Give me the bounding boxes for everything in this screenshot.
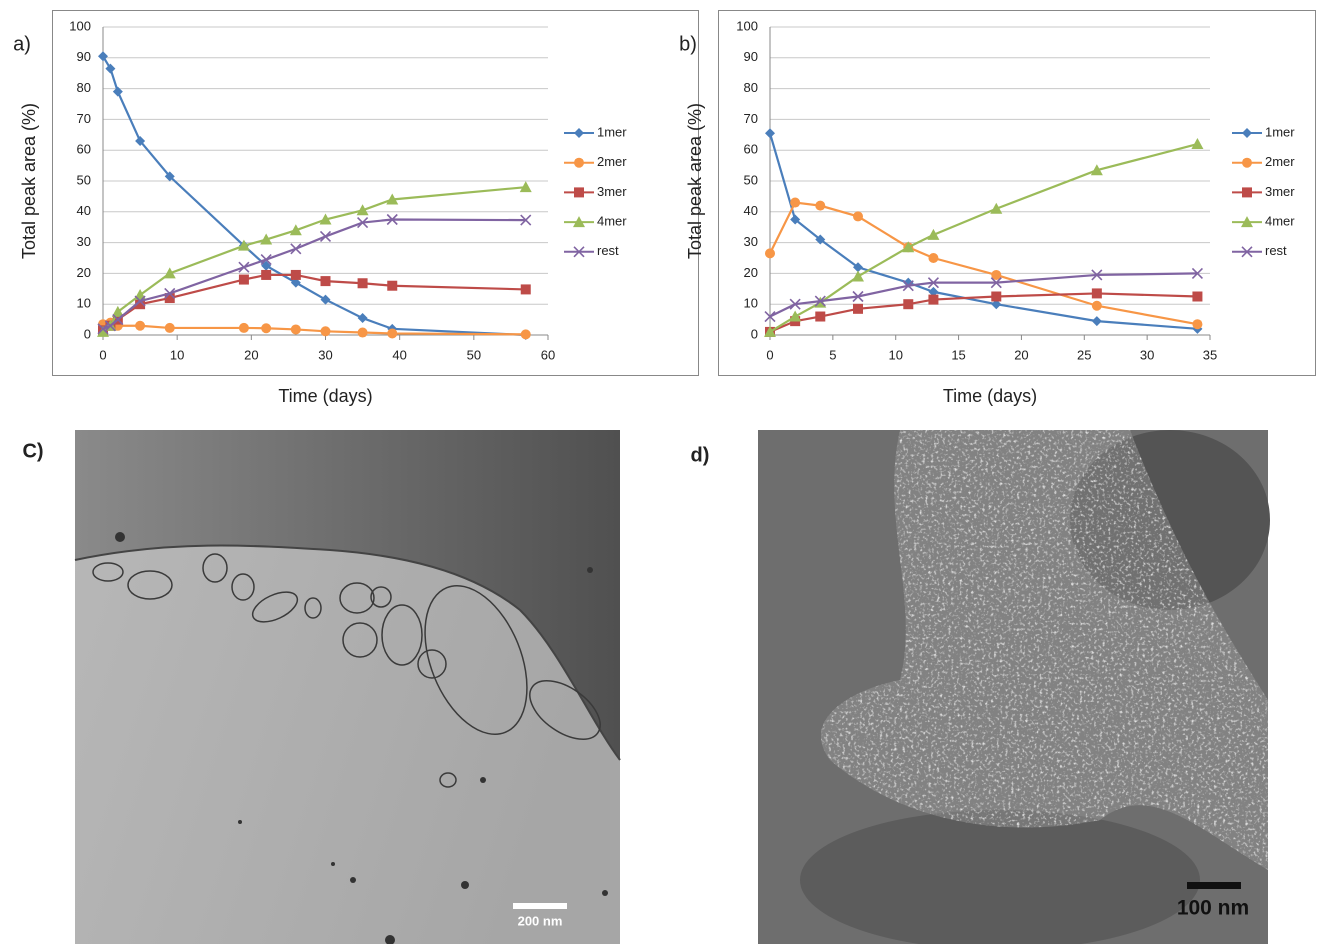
y-tick-label: 20 [744, 265, 758, 280]
y-tick-label: 80 [744, 80, 758, 95]
x-tick-label: 35 [1203, 347, 1217, 362]
y-tick-label: 10 [77, 296, 91, 311]
y-tick-label: 60 [744, 142, 758, 157]
x-tick-label: 20 [1014, 347, 1028, 362]
x-tick-label: 5 [829, 347, 836, 362]
y-tick-label: 10 [744, 296, 758, 311]
y-tick-label: 50 [744, 172, 758, 187]
panel-label: b) [679, 33, 697, 55]
marker [387, 328, 397, 338]
x-tick-label: 50 [467, 347, 481, 362]
marker [853, 211, 863, 221]
marker [928, 253, 938, 263]
panel-label: a) [13, 33, 31, 55]
marker [1092, 288, 1102, 298]
legend-label: 2mer [1265, 154, 1295, 169]
legend-marker [574, 158, 584, 168]
y-tick-label: 20 [77, 265, 91, 280]
legend-label: 1mer [597, 124, 627, 139]
x-tick-label: 15 [951, 347, 965, 362]
legend-label: 4mer [597, 214, 627, 229]
legend-label: 2mer [597, 154, 627, 169]
legend-label: 3mer [597, 184, 627, 199]
marker [291, 324, 301, 334]
y-tick-label: 30 [744, 234, 758, 249]
marker [928, 295, 938, 305]
marker [239, 275, 249, 285]
panel-label: d) [691, 444, 710, 466]
marker [521, 329, 531, 339]
marker [521, 284, 531, 294]
y-tick-label: 100 [736, 18, 758, 33]
x-tick-label: 10 [170, 347, 184, 362]
marker [765, 248, 775, 258]
legend-marker [574, 187, 584, 197]
marker [291, 270, 301, 280]
y-tick-label: 60 [77, 142, 91, 157]
x-tick-label: 0 [766, 347, 773, 362]
chart-frame [719, 11, 1316, 376]
x-tick-label: 60 [541, 347, 555, 362]
y-axis-label: Total peak area (%) [685, 103, 705, 259]
scale-bar-label: 100 nm [1177, 897, 1249, 920]
x-tick-label: 30 [1140, 347, 1154, 362]
x-tick-label: 40 [392, 347, 406, 362]
marker [321, 276, 331, 286]
marker [815, 201, 825, 211]
legend-label: 3mer [1265, 184, 1295, 199]
y-tick-label: 80 [77, 80, 91, 95]
legend-label: rest [1265, 243, 1287, 258]
y-tick-label: 90 [77, 49, 91, 64]
legend-label: 4mer [1265, 214, 1295, 229]
marker [790, 198, 800, 208]
y-tick-label: 100 [69, 18, 91, 33]
y-tick-label: 0 [84, 326, 91, 341]
marker [991, 292, 1001, 302]
x-tick-label: 20 [244, 347, 258, 362]
y-axis-label: Total peak area (%) [19, 103, 39, 259]
y-tick-label: 70 [77, 111, 91, 126]
marker [165, 323, 175, 333]
marker [261, 323, 271, 333]
x-tick-label: 0 [99, 347, 106, 362]
marker [853, 304, 863, 314]
marker [358, 328, 368, 338]
legend-marker [1242, 187, 1252, 197]
y-tick-label: 0 [751, 326, 758, 341]
marker [321, 326, 331, 336]
legend-marker [1242, 158, 1252, 168]
y-tick-label: 30 [77, 234, 91, 249]
x-tick-label: 30 [318, 347, 332, 362]
micrograph-d [758, 430, 1270, 944]
scale-bar-label: 200 nm [518, 913, 563, 928]
marker [135, 321, 145, 331]
marker [1192, 292, 1202, 302]
y-tick-label: 50 [77, 172, 91, 187]
marker [1092, 301, 1102, 311]
x-axis-label: Time (days) [278, 386, 372, 406]
y-tick-label: 70 [744, 111, 758, 126]
marker [387, 281, 397, 291]
y-tick-label: 40 [77, 203, 91, 218]
marker [261, 270, 271, 280]
x-axis-label: Time (days) [943, 386, 1037, 406]
marker [358, 278, 368, 288]
x-tick-label: 10 [888, 347, 902, 362]
panel-label: C) [22, 440, 43, 462]
marker [815, 312, 825, 322]
marker [1192, 319, 1202, 329]
marker [239, 323, 249, 333]
legend-label: rest [597, 243, 619, 258]
y-tick-label: 90 [744, 49, 758, 64]
y-tick-label: 40 [744, 203, 758, 218]
micrograph-c [75, 430, 620, 944]
marker [903, 299, 913, 309]
figure: 01020304050607080901000102030405060Time … [0, 0, 1322, 944]
legend-label: 1mer [1265, 124, 1295, 139]
x-tick-label: 25 [1077, 347, 1091, 362]
